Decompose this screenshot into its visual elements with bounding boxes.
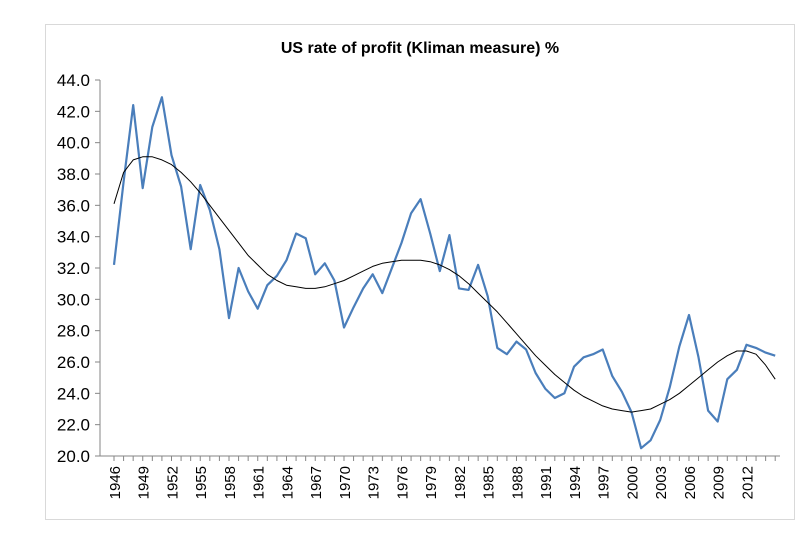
y-tick-label: 40.0 bbox=[57, 134, 90, 153]
x-tick-label: 1958 bbox=[222, 466, 239, 499]
x-tick-label: 2003 bbox=[653, 466, 670, 499]
trend-series-line bbox=[113, 156, 776, 413]
x-tick-label: 1946 bbox=[107, 466, 124, 499]
x-tick-label: 2000 bbox=[624, 466, 641, 499]
chart-title: US rate of profit (Kliman measure) % bbox=[280, 40, 560, 57]
x-tick-label: 1964 bbox=[279, 466, 296, 499]
y-tick-label: 32.0 bbox=[57, 259, 90, 278]
x-tick-label: 2006 bbox=[682, 466, 699, 499]
x-tick-label: 1970 bbox=[337, 466, 354, 499]
y-tick-label: 22.0 bbox=[57, 416, 90, 435]
x-tick-label: 1994 bbox=[567, 466, 584, 499]
y-tick-label: 24.0 bbox=[57, 384, 90, 403]
x-tick-label: 1982 bbox=[452, 466, 469, 499]
x-tick-label: 1991 bbox=[538, 466, 555, 499]
y-tick-label: 20.0 bbox=[57, 447, 90, 466]
x-tick-label: 1976 bbox=[394, 466, 411, 499]
x-tick-label: 1952 bbox=[164, 466, 181, 499]
x-tick-label: 1985 bbox=[481, 466, 498, 499]
y-tick-label: 38.0 bbox=[57, 165, 90, 184]
x-tick-label: 1955 bbox=[193, 466, 210, 499]
series-layer bbox=[112, 96, 776, 450]
y-tick-label: 44.0 bbox=[57, 71, 90, 90]
y-tick-label: 26.0 bbox=[57, 353, 90, 372]
x-tick-label: 1979 bbox=[423, 466, 440, 499]
x-tick-label: 1949 bbox=[136, 466, 153, 499]
x-tick-label: 1973 bbox=[366, 466, 383, 499]
x-tick-label: 2012 bbox=[739, 466, 756, 499]
x-tick-label: 1967 bbox=[308, 466, 325, 499]
chart-frame bbox=[45, 24, 795, 520]
y-tick-label: 36.0 bbox=[57, 196, 90, 215]
x-tick-label: 2009 bbox=[711, 466, 728, 499]
x-tick-label: 1988 bbox=[509, 466, 526, 499]
x-tick-label: 1961 bbox=[251, 466, 268, 499]
y-tick-label: 30.0 bbox=[57, 290, 90, 309]
y-tick-label: 42.0 bbox=[57, 102, 90, 121]
profit-rate-series-line bbox=[112, 96, 776, 450]
x-axis-ticks: 1946 1949 1952 1955 1958 1961 1964 1967 1970 1973… bbox=[107, 456, 776, 499]
x-tick-label: 1997 bbox=[596, 466, 613, 499]
y-tick-label: 28.0 bbox=[57, 322, 90, 341]
y-axis-ticks: 20.0 22.0 24.0 26.0 28.0 30.0 32.0 34.0 36.0 38.0… bbox=[57, 71, 100, 466]
y-tick-label: 34.0 bbox=[57, 228, 90, 247]
